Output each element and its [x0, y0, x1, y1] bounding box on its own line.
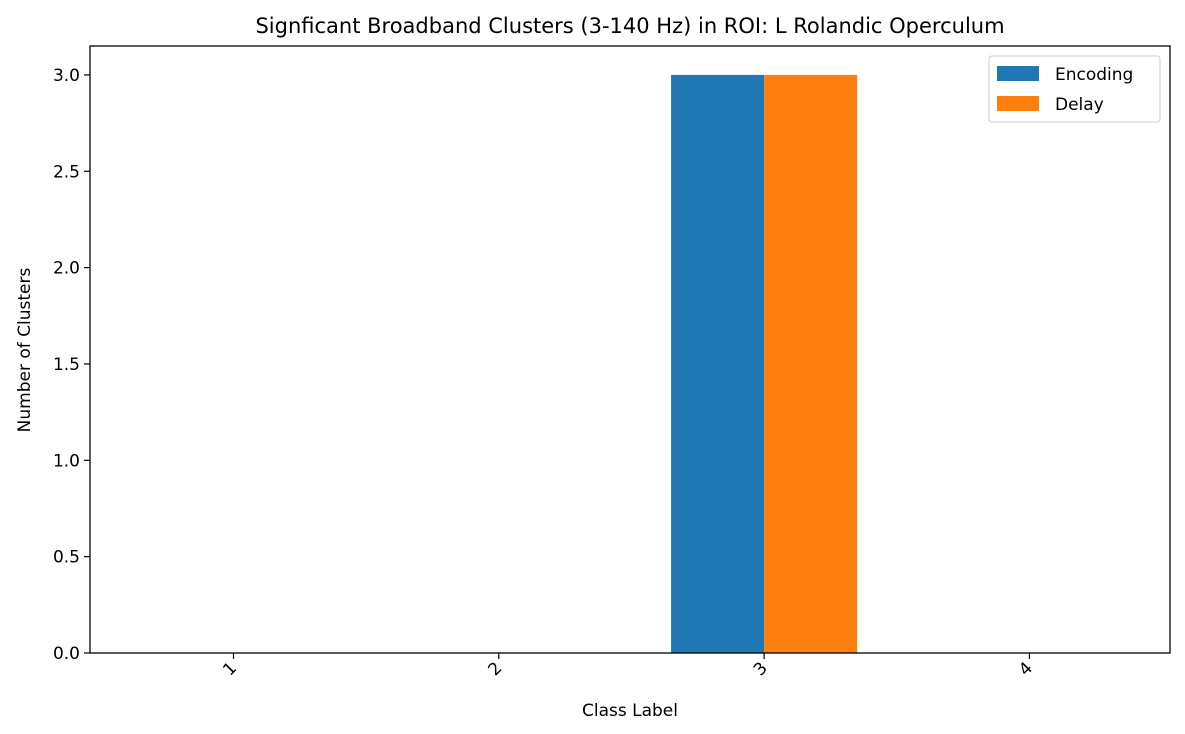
x-axis: 1 2 3 4	[219, 653, 1037, 680]
y-tick-label: 0.5	[53, 548, 80, 568]
y-axis: 0.0 0.5 1.0 1.5 2.0 2.5 3.0	[53, 66, 90, 664]
legend: Encoding Delay	[988, 55, 1161, 123]
y-tick-label: 1.5	[53, 355, 80, 375]
bar-delay-3	[764, 74, 858, 653]
y-tick-label: 1.0	[53, 451, 80, 471]
y-tick-label: 2.0	[53, 259, 80, 279]
legend-label-encoding: Encoding	[1055, 65, 1133, 85]
legend-label-delay: Delay	[1055, 95, 1104, 115]
legend-swatch-delay	[997, 96, 1039, 111]
y-axis-label: Number of Clusters	[15, 268, 35, 433]
bar-encoding-3	[671, 74, 765, 653]
x-tick-label: 2	[485, 658, 507, 680]
x-axis-label: Class Label	[582, 701, 678, 721]
plot-frame	[89, 45, 1171, 654]
legend-swatch-encoding	[997, 66, 1039, 81]
x-tick-label: 4	[1015, 658, 1037, 680]
bars-group	[671, 74, 858, 653]
y-tick-label: 2.5	[53, 162, 80, 182]
x-tick-label: 1	[219, 658, 241, 680]
y-tick-label: 3.0	[53, 66, 80, 86]
y-tick-label: 0.0	[53, 644, 80, 664]
x-tick-label: 3	[750, 658, 772, 680]
chart-title: Signficant Broadband Clusters (3-140 Hz)…	[255, 14, 1004, 38]
